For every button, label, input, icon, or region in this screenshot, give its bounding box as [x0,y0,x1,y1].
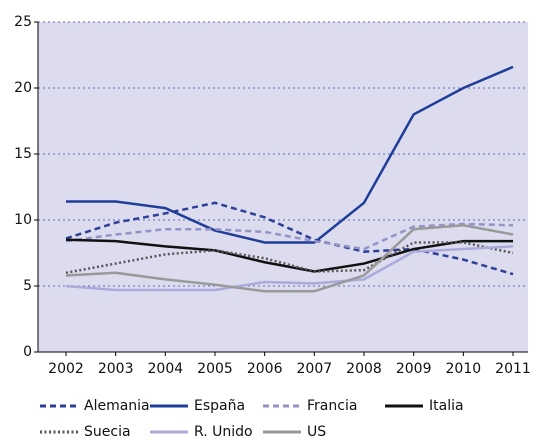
y-tick-label: 5 [23,278,32,294]
x-tick-label: 2004 [148,361,184,377]
x-tick-label: 2011 [495,361,531,377]
x-tick-label: 2006 [247,361,283,377]
y-tick-label: 25 [14,14,32,30]
x-tick-label: 2009 [396,361,432,377]
y-tick-label: 15 [14,146,32,162]
series-line [66,65,514,244]
legend-label: Suecia [84,424,131,439]
legend-label: Italia [429,398,464,414]
x-tick-label: 2005 [197,361,233,377]
x-tick-label: 2008 [346,361,382,377]
legend-label: Francia [307,398,357,414]
x-tick-label: 2003 [98,361,134,377]
series-line [65,224,514,293]
x-tick-label: 2007 [297,361,333,377]
legend-label: Alemania [84,398,150,414]
x-tick-label: 2002 [48,361,84,377]
y-tick-label: 0 [23,344,32,360]
series-line [65,238,513,273]
series-line [65,201,514,276]
series-line [65,222,514,251]
legend-label: US [307,424,326,439]
legend-label: R. Unido [194,424,253,439]
y-tick-label: 20 [14,80,32,96]
legend-label: España [194,398,245,414]
y-tick-label: 10 [14,212,32,228]
x-tick-label: 2010 [446,361,482,377]
series-line [65,241,514,275]
series-line [65,245,514,292]
plot-area [38,22,528,352]
